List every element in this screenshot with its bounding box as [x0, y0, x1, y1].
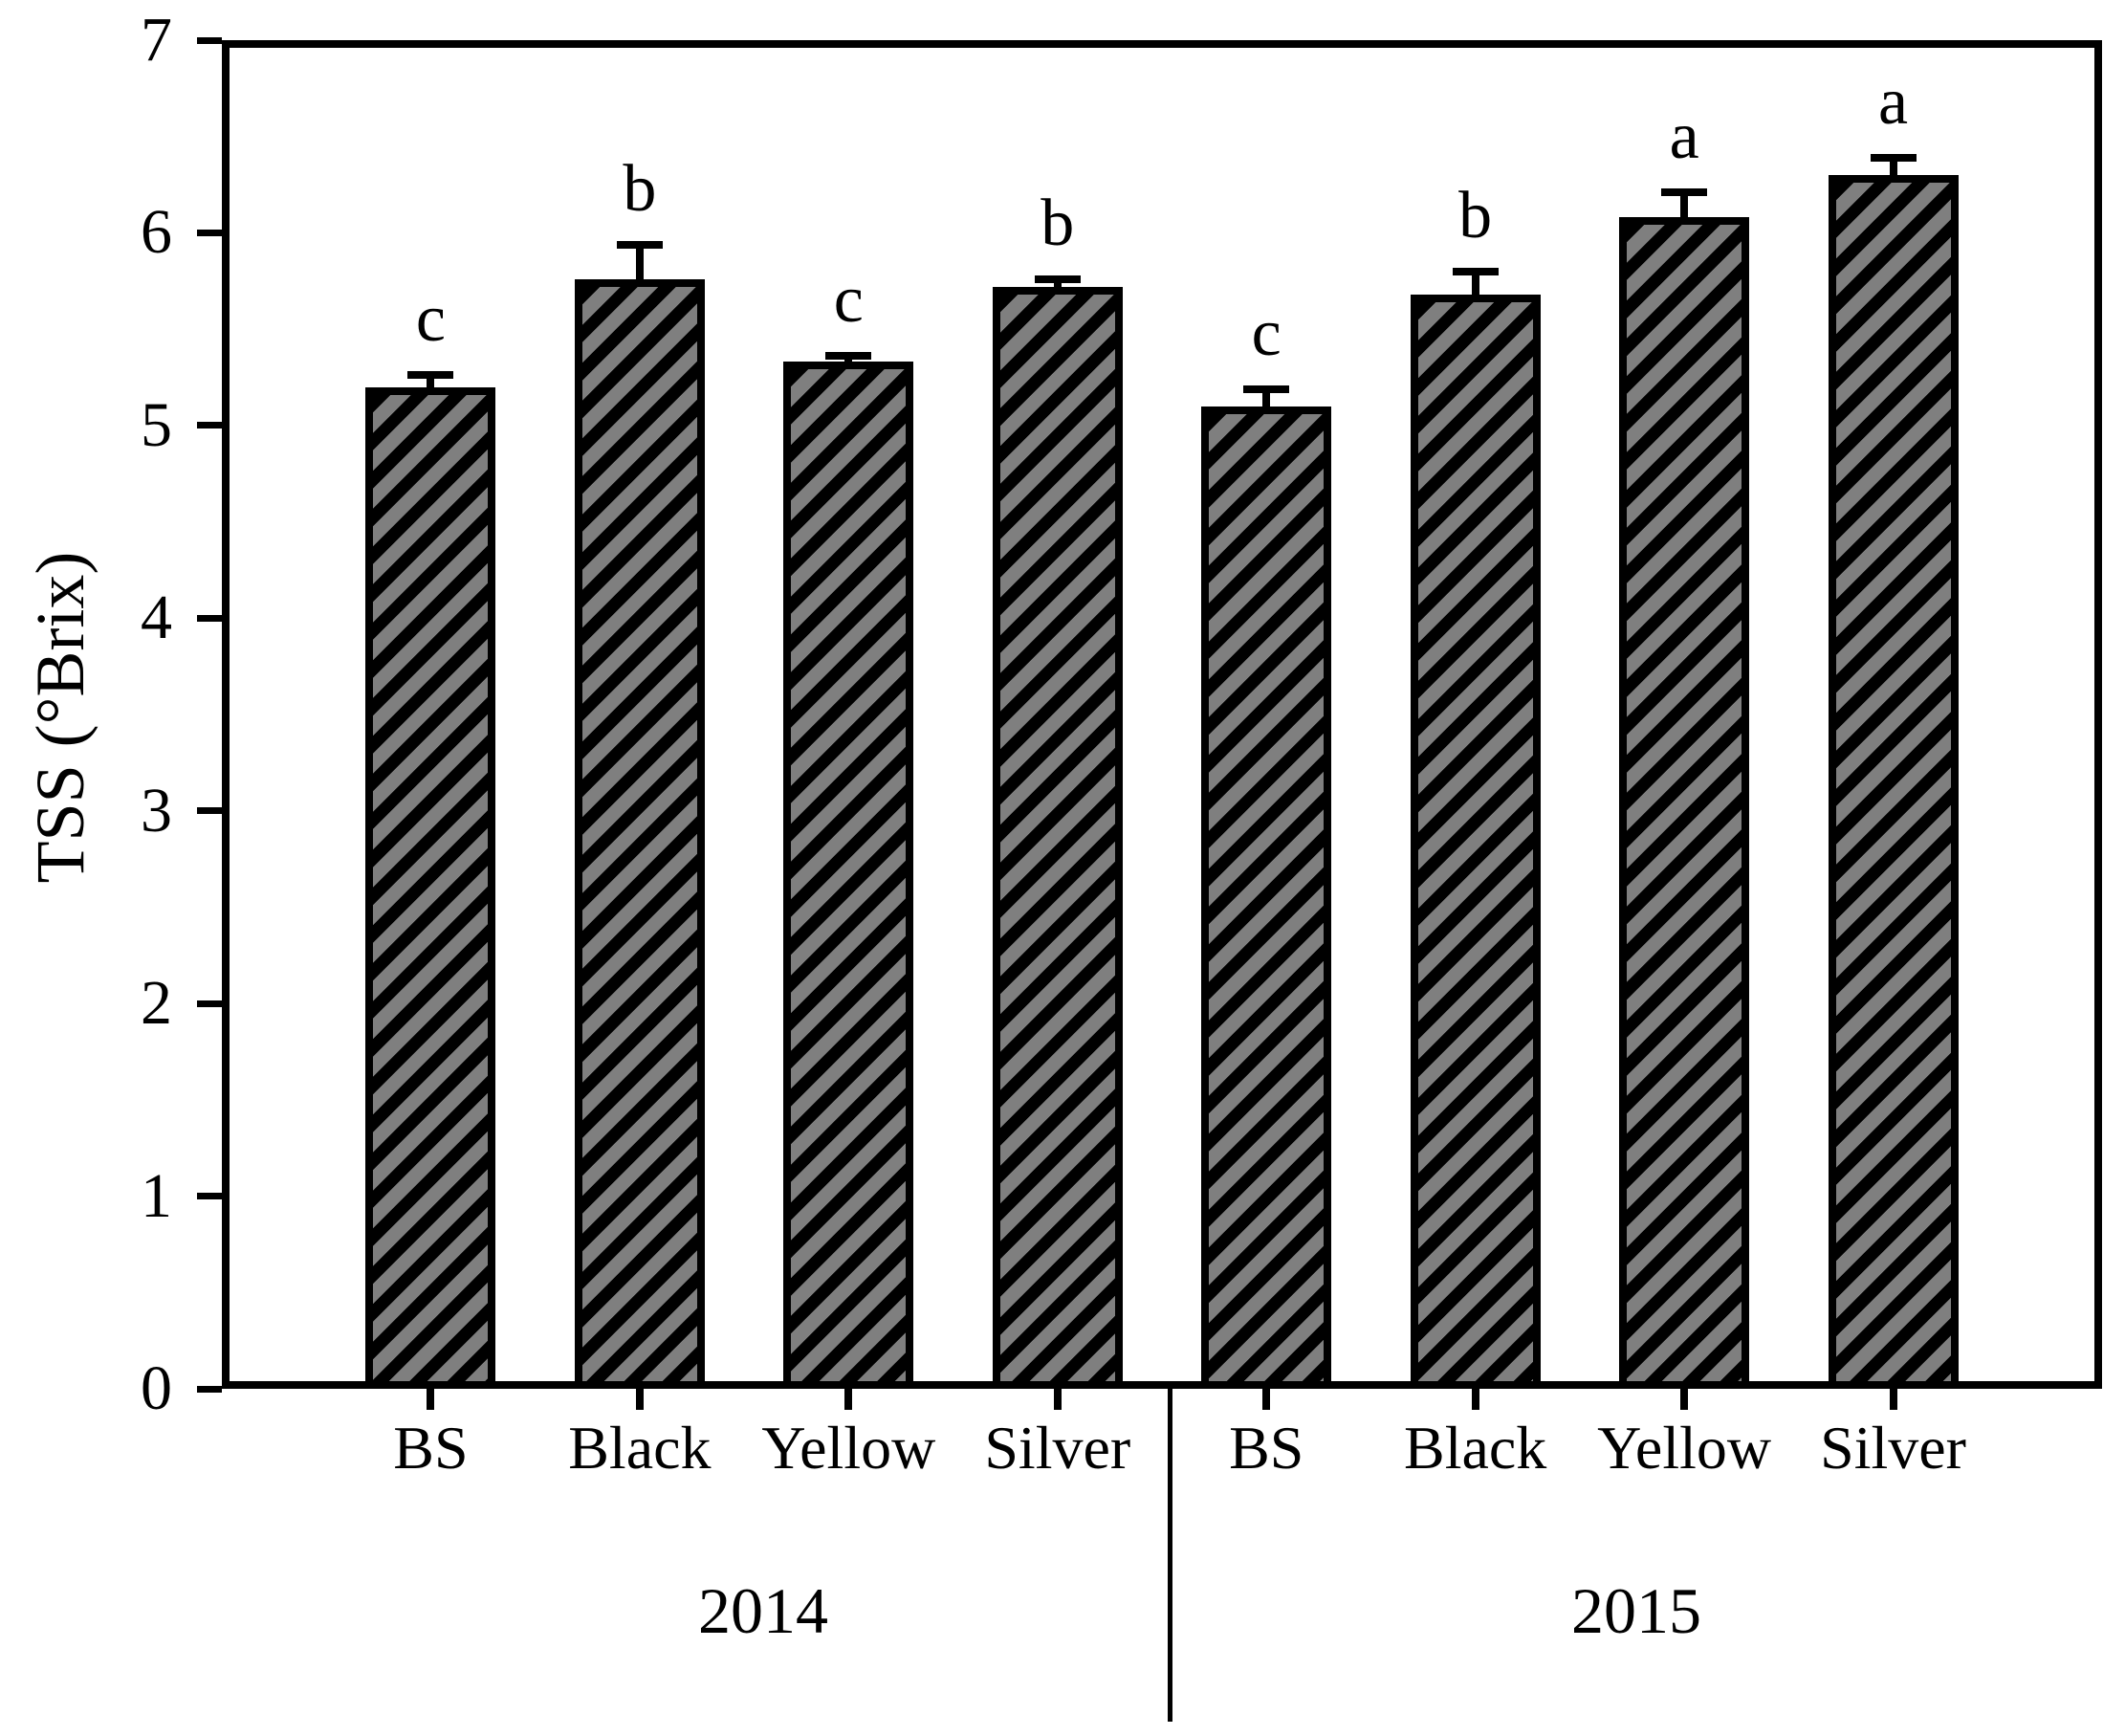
y-axis-tick: [197, 1193, 222, 1200]
significance-letter: a: [1878, 64, 1909, 139]
significance-letter: b: [1458, 178, 1493, 253]
y-axis-tick-label: 6: [141, 197, 172, 268]
error-bar-stem: [1262, 388, 1271, 407]
data-bar-black-2015: [1410, 294, 1541, 1389]
x-axis-tick: [1680, 1389, 1689, 1410]
significance-letter: c: [415, 282, 446, 357]
data-bar-black-2014: [574, 278, 705, 1389]
x-axis-tick: [1053, 1389, 1062, 1410]
data-bar-yellow-2014: [783, 362, 914, 1389]
y-axis-tick-label: 3: [141, 775, 172, 846]
year-label-2015: 2015: [1571, 1574, 1701, 1647]
x-axis-tick: [1889, 1389, 1897, 1410]
x-axis-category-label: Black: [568, 1414, 712, 1482]
plot-area: [222, 40, 2102, 1389]
error-bar-cap: [1243, 385, 1290, 393]
y-axis-tick-label: 7: [141, 5, 172, 75]
x-axis-category-label: BS: [393, 1414, 469, 1482]
data-bar-bs-2015: [1201, 406, 1332, 1389]
y-axis-tick: [197, 807, 222, 815]
significance-letter: b: [623, 151, 657, 226]
year-label-2014: 2014: [698, 1574, 828, 1647]
error-bar-cap: [1452, 267, 1499, 275]
error-bar-cap: [1870, 153, 1917, 162]
error-bar-stem: [1680, 192, 1689, 218]
y-axis-tick-label: 1: [141, 1160, 172, 1231]
y-axis-tick-label: 2: [141, 968, 172, 1039]
error-bar-cap: [407, 371, 454, 380]
y-axis-tick-label: 4: [141, 582, 172, 653]
x-axis-tick: [1471, 1389, 1479, 1410]
error-bar-stem: [1053, 278, 1062, 287]
error-bar-stem: [635, 244, 644, 279]
y-axis-tick: [197, 229, 222, 236]
x-axis-category-label: Silver: [1820, 1414, 1966, 1482]
y-axis-tick-label: 5: [141, 389, 172, 460]
x-axis-tick: [427, 1389, 435, 1410]
error-bar-stem: [1471, 271, 1479, 295]
x-axis-category-label: Yellow: [761, 1414, 936, 1482]
y-axis-tick-label: 0: [141, 1353, 172, 1423]
error-bar-cap: [825, 352, 872, 361]
significance-letter: c: [833, 263, 864, 338]
data-bar-silver-2015: [1828, 175, 1959, 1389]
significance-letter: c: [1251, 296, 1282, 370]
year-divider-line: [1168, 1389, 1172, 1722]
x-axis-tick: [635, 1389, 644, 1410]
error-bar-cap: [1034, 275, 1081, 283]
x-axis-category-label: Yellow: [1597, 1414, 1772, 1482]
y-axis-tick: [197, 36, 222, 44]
data-bar-bs-2014: [365, 386, 496, 1389]
x-axis-category-label: Silver: [984, 1414, 1131, 1482]
y-axis-tick: [197, 1000, 222, 1007]
significance-letter: a: [1669, 99, 1699, 174]
y-axis-title: TSS (°Brix): [22, 551, 99, 884]
error-bar-cap: [1661, 188, 1708, 197]
data-bar-silver-2014: [992, 286, 1123, 1389]
x-axis-category-label: BS: [1229, 1414, 1304, 1482]
y-axis-tick: [197, 614, 222, 622]
x-axis-tick: [844, 1389, 853, 1410]
significance-letter: b: [1041, 186, 1075, 260]
error-bar-cap: [616, 240, 663, 249]
error-bar-stem: [427, 375, 435, 387]
x-axis-tick: [1262, 1389, 1271, 1410]
data-bar-yellow-2015: [1619, 217, 1750, 1389]
error-bar-stem: [1889, 157, 1897, 175]
x-axis-category-label: Black: [1404, 1414, 1547, 1482]
y-axis-tick: [197, 1385, 222, 1393]
y-axis-tick: [197, 422, 222, 429]
